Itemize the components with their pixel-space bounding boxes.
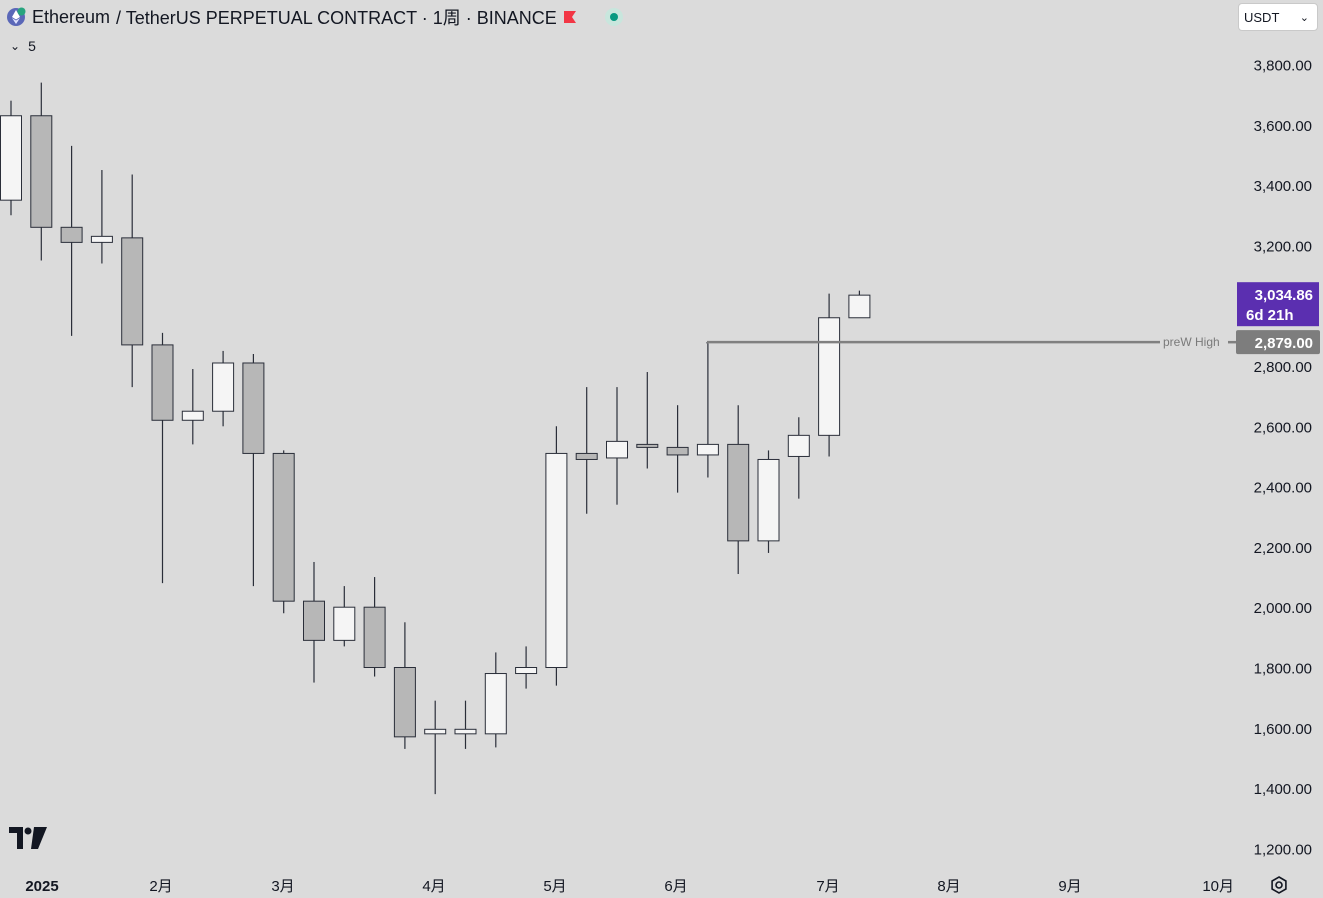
x-tick-label: 2月 [149, 878, 172, 895]
x-tick-label: 2025 [25, 878, 58, 895]
x-tick-label: 5月 [543, 878, 566, 895]
last-price-badge [1237, 282, 1319, 327]
x-tick-label: 7月 [816, 878, 839, 895]
bar-countdown: 6d 21h [1246, 307, 1294, 324]
price-badges: 3,034.86 6d 21h 2,879.00 [1236, 282, 1320, 355]
candle-body [0, 115, 22, 201]
candle-body [545, 452, 568, 668]
y-tick-label: 1,400.00 [1254, 781, 1312, 798]
x-tick-label: 3月 [271, 878, 294, 895]
indicator-value: 5 [28, 38, 36, 54]
flag-icon[interactable] [563, 10, 577, 24]
y-tick-label: 1,600.00 [1254, 721, 1312, 738]
candles-layer [0, 82, 871, 795]
prev-week-high-label: preW High [1163, 335, 1220, 349]
live-dot-icon [604, 8, 623, 26]
x-tick-label: 6月 [664, 878, 687, 895]
indicator-toggle-icon[interactable]: ⌄ [10, 39, 21, 53]
candle-body [60, 226, 83, 243]
prev-high-badge [1236, 330, 1320, 355]
candle-body [181, 410, 204, 421]
candle-body [242, 362, 265, 454]
y-tick-label: 3,800.00 [1254, 58, 1312, 75]
candle-body [272, 452, 295, 602]
prev-week-high-layer: preW High [706, 335, 1236, 349]
x-tick-label: 8月 [937, 878, 960, 895]
y-tick-label: 2,000.00 [1254, 600, 1312, 617]
x-tick-label: 10月 [1202, 878, 1234, 895]
y-tick-label: 1,800.00 [1254, 661, 1312, 678]
candle-body [606, 440, 628, 459]
x-tick-label: 9月 [1058, 878, 1081, 895]
candle-body [727, 443, 750, 542]
candle-body [121, 237, 144, 346]
y-tick-label: 3,600.00 [1254, 118, 1312, 135]
candle-body [151, 344, 174, 421]
y-tick-label: 1,200.00 [1254, 841, 1312, 858]
candle-body [30, 115, 53, 228]
candle-body [393, 667, 416, 738]
candle-body [454, 728, 477, 735]
candle-body [575, 452, 598, 460]
y-tick-label: 2,600.00 [1254, 419, 1312, 436]
y-tick-label: 2,200.00 [1254, 540, 1312, 557]
y-tick-label: 3,200.00 [1254, 238, 1312, 255]
tradingview-logo-icon [9, 827, 47, 849]
y-tick-label: 2,800.00 [1254, 359, 1312, 376]
candle-body [363, 606, 386, 669]
candle-body [666, 446, 689, 456]
candle-body [424, 728, 447, 735]
candle-body [333, 606, 356, 641]
candle-body [90, 235, 113, 243]
candle-body [212, 362, 235, 412]
y-tick-label: 2,400.00 [1254, 480, 1312, 497]
candle-body [636, 443, 659, 448]
candle-body [818, 317, 841, 436]
candle-body [696, 443, 719, 456]
time-axis: 2025 2月 3月 4月 5月 6月 7月 8月 9月 10月 [25, 878, 1234, 895]
settings-icon[interactable] [1268, 874, 1290, 896]
currency-select[interactable]: USDT ⌄ [1238, 3, 1318, 31]
candle-body [757, 458, 780, 542]
candle-body [515, 667, 538, 675]
x-tick-label: 4月 [422, 878, 445, 895]
candle-body [848, 294, 871, 319]
chevron-down-icon: ⌄ [1299, 11, 1309, 24]
candle-body [484, 673, 507, 735]
symbol-description[interactable]: / TetherUS PERPETUAL CONTRACT · 1周 · BIN… [116, 8, 557, 28]
eth-logo-icon[interactable] [6, 7, 26, 27]
candle-body [787, 434, 810, 457]
price-axis: 3,800.00 3,600.00 3,400.00 3,200.00 2,800.00… [1254, 58, 1312, 859]
symbol-base[interactable]: Ethereum [32, 6, 111, 27]
candle-body [303, 600, 325, 641]
last-price-value: 3,034.86 [1255, 287, 1313, 304]
y-tick-label: 3,400.00 [1254, 178, 1312, 195]
prev-high-price: 2,879.00 [1255, 335, 1313, 352]
currency-select-value: USDT [1244, 9, 1280, 25]
indicator-legend[interactable]: ⌄ 5 [10, 38, 36, 54]
symbol-header: Ethereum / TetherUS PERPETUAL CONTRACT ·… [6, 5, 623, 29]
